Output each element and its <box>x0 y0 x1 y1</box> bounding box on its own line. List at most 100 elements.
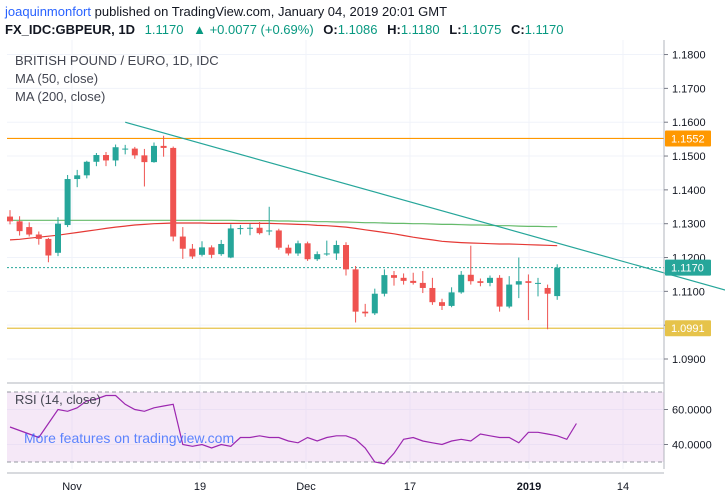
candle <box>525 274 532 321</box>
candle <box>55 217 61 257</box>
candle <box>131 146 138 159</box>
candle <box>227 224 234 259</box>
candle-body <box>35 234 42 239</box>
candle <box>160 135 167 157</box>
price-tick-label: 1.1400 <box>672 185 706 197</box>
candle <box>419 271 426 294</box>
candle <box>35 231 42 245</box>
ma50-legend[interactable]: MA (50, close) <box>15 71 99 86</box>
candle-body <box>83 161 90 176</box>
candle <box>515 257 522 299</box>
price-axis[interactable]: 1.18001.17001.16001.15001.14001.13001.12… <box>664 50 712 452</box>
promo-link[interactable]: More features on tradingview.com <box>24 430 235 446</box>
candle <box>103 151 109 167</box>
candle-body <box>535 282 541 284</box>
candle-body <box>151 145 157 163</box>
price-tags: 1.1552 1.0991 1.1170 <box>665 130 711 337</box>
candle <box>458 271 465 294</box>
price-tick-label: 1.0900 <box>672 354 706 366</box>
price-change: +0.0077 (+0.69%) <box>209 22 314 37</box>
price-tick-label: 1.1500 <box>672 151 706 163</box>
time-axis[interactable]: Nov 19 Dec 17 2019 14 <box>62 481 629 493</box>
publish-line: joaquinmonfort published on TradingView.… <box>5 4 447 19</box>
candle-body <box>275 230 282 248</box>
candle <box>352 265 359 323</box>
candle-body <box>506 284 513 307</box>
ma200-legend[interactable]: MA (200, close) <box>15 89 106 104</box>
rsi-tick-label: 60.0000 <box>672 405 712 417</box>
candle-body <box>93 155 100 162</box>
candle-body <box>256 227 263 234</box>
candle-body <box>179 236 186 249</box>
candle-body <box>122 148 129 150</box>
candle <box>7 210 13 225</box>
candle <box>467 245 474 285</box>
candle <box>26 222 33 237</box>
candle-body <box>304 243 311 260</box>
up-arrow-icon: ▲ <box>193 22 206 37</box>
ma50-line <box>9 222 558 247</box>
price-tick-label: 1.1600 <box>672 117 706 129</box>
rsi-tick-label: 40.0000 <box>672 440 712 452</box>
candle-body <box>477 281 484 283</box>
candle <box>122 144 129 155</box>
candle <box>448 287 455 308</box>
price-tick-label: 1.1300 <box>672 219 706 231</box>
candle <box>237 225 244 235</box>
candle-body <box>218 243 225 255</box>
close-value: 1.1170 <box>524 22 564 37</box>
candle <box>45 237 52 263</box>
last-price: 1.1170 <box>144 22 184 37</box>
price-tag <box>665 320 711 337</box>
candle <box>170 146 177 242</box>
price-tick-label: 1.1100 <box>672 286 705 298</box>
candle <box>275 228 282 250</box>
candle <box>295 240 301 256</box>
candle <box>218 239 225 256</box>
candle-body <box>112 147 119 161</box>
time-tick-label: 19 <box>194 481 206 493</box>
candle-body <box>103 155 109 161</box>
candle-body <box>400 277 407 281</box>
candle-body <box>343 245 349 270</box>
candle <box>16 216 23 236</box>
candle-body <box>487 277 493 283</box>
price-tag <box>665 259 711 276</box>
time-tick-label: Dec <box>296 481 316 493</box>
candle-body <box>247 227 253 229</box>
candle <box>179 227 186 259</box>
candle <box>496 275 503 312</box>
candle <box>400 273 407 285</box>
moving-averages <box>9 219 558 247</box>
rsi-legend[interactable]: RSI (14, close) <box>15 392 101 407</box>
candle-body <box>7 216 13 222</box>
published-text: published on TradingView.com, January 04… <box>94 4 448 19</box>
trendline[interactable] <box>125 121 725 291</box>
candle-body <box>26 227 33 235</box>
candle <box>323 240 330 256</box>
candle-body <box>141 155 148 163</box>
candle <box>544 284 551 330</box>
high-label: H: <box>387 22 401 37</box>
candle <box>381 269 388 297</box>
candle-body <box>467 274 474 282</box>
time-tick-label: 17 <box>404 481 416 493</box>
quote-line: FX_IDC:GBPEUR, 1D 1.1170 ▲ +0.0077 (+0.6… <box>5 22 563 37</box>
candle <box>83 160 90 179</box>
open-label: O: <box>323 22 338 37</box>
time-tick-label: Nov <box>62 481 82 493</box>
candle-body <box>55 223 61 253</box>
ma200-line <box>10 219 558 228</box>
author-link[interactable]: joaquinmonfort <box>5 4 91 19</box>
candle <box>410 272 417 285</box>
price-tag <box>665 130 711 147</box>
candle-body <box>285 247 292 254</box>
candles <box>7 135 561 330</box>
candle-body <box>525 281 532 283</box>
candle-body <box>45 238 52 256</box>
candle <box>285 244 292 256</box>
candle-body <box>199 247 205 255</box>
candle-body <box>237 228 244 230</box>
candle-body <box>266 230 273 232</box>
candle-body <box>410 280 417 283</box>
